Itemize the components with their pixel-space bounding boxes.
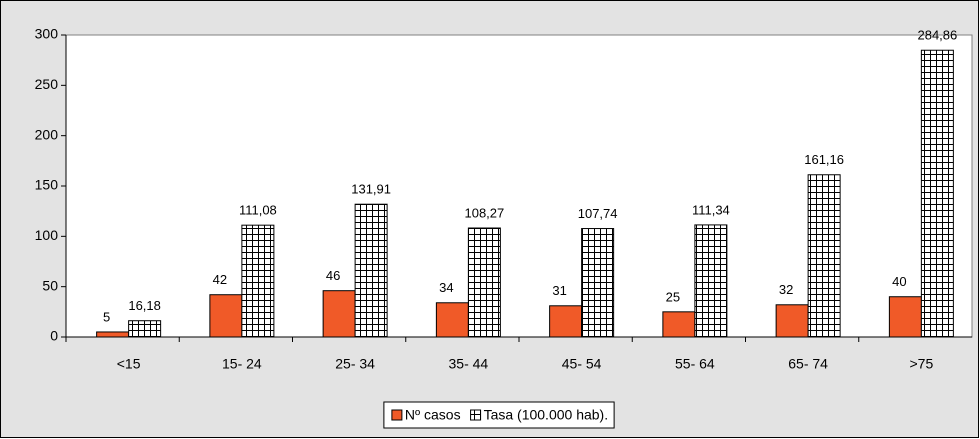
value-label: 40 [892,274,906,289]
value-label: 284,86 [917,28,957,43]
bar [662,311,696,338]
value-label: 111,08 [239,203,277,218]
x-tick-label: 55- 64 [675,356,715,372]
value-label: 31 [552,283,566,298]
legend-swatch [391,409,403,421]
bar [96,331,130,338]
bar [581,228,615,338]
bar [920,49,954,338]
x-tick-label: 65- 74 [788,356,828,372]
value-label: 131,91 [351,182,391,197]
value-label: 5 [103,309,110,324]
y-tick-label: 50 [42,277,58,293]
y-tick-label: 200 [35,126,59,142]
bar [128,320,162,338]
x-tick-label: 15- 24 [222,356,262,372]
value-label: 32 [779,282,793,297]
y-tick-label: 0 [50,328,58,344]
bar [322,290,356,338]
value-label: 161,16 [804,152,844,167]
bar [888,296,922,338]
value-label: 16,18 [128,298,161,313]
value-label: 25 [666,289,680,304]
bar [467,227,501,338]
bar [435,302,469,338]
x-tick-label: 25- 34 [335,356,375,372]
value-label: 42 [213,272,227,287]
legend-box [383,401,615,429]
y-tick-label: 300 [35,26,59,42]
x-tick-label: 35- 44 [449,356,489,372]
bar [241,224,275,338]
bar [694,224,728,338]
legend-swatch [470,409,482,421]
bar [209,294,243,338]
x-tick-label: 45- 54 [562,356,602,372]
x-tick-label: >75 [910,356,934,372]
legend-label: Tasa (100.000 hab). [484,407,609,423]
bar [354,203,388,338]
value-label: 34 [439,280,453,295]
bar [807,174,841,338]
bar [775,304,809,338]
legend-label: Nº casos [405,407,461,423]
x-tick-label: <15 [117,356,141,372]
value-label: 107,74 [578,206,618,221]
value-label: 108,27 [464,205,504,220]
y-tick-label: 250 [35,76,59,92]
y-tick-label: 150 [35,177,59,193]
legend: Nº casos Tasa (100.000 hab). [383,401,615,429]
bar [549,305,583,338]
value-label: 46 [326,268,340,283]
y-tick-label: 100 [35,227,59,243]
value-label: 111,34 [692,202,730,217]
